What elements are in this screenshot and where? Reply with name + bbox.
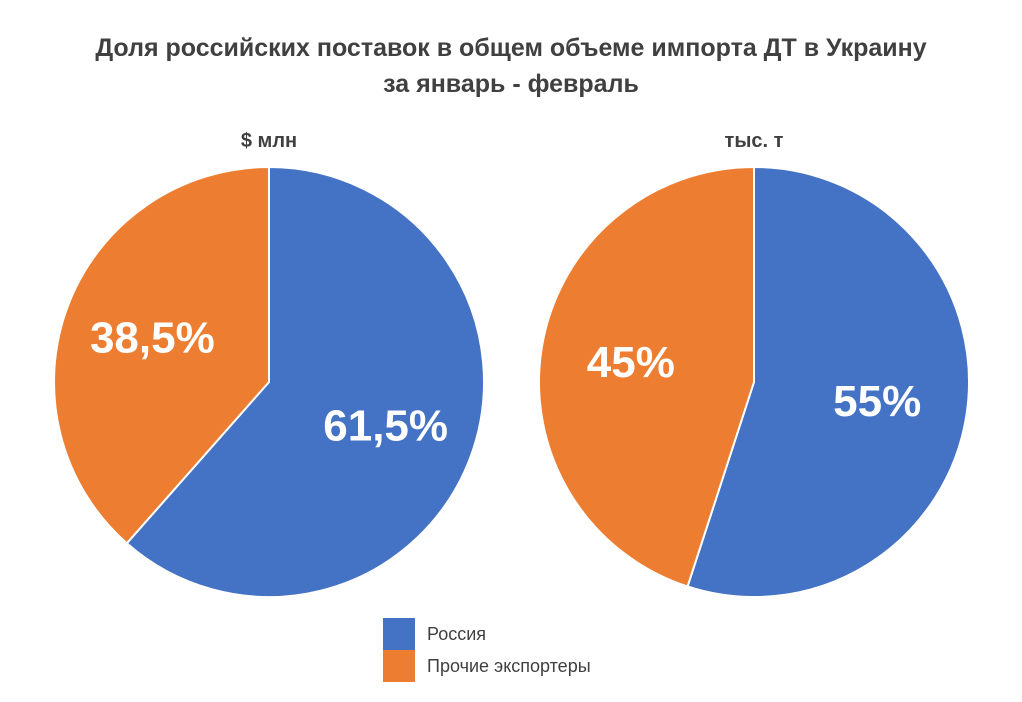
pie-slice-others: [538, 165, 755, 588]
legend-swatch-others: [383, 650, 415, 682]
data-label-others: 45%: [587, 338, 675, 387]
pie-slice-russia: [686, 165, 970, 598]
pie-tonnes-svg: 55% 45%: [538, 165, 970, 598]
legend: Россия Прочие экспортеры: [383, 618, 683, 682]
legend-item-russia: Россия: [383, 618, 683, 650]
legend-label-others: Прочие экспортеры: [427, 655, 591, 676]
pie-usd-svg: 61,5% 38,5%: [53, 165, 485, 598]
data-label-russia: 61,5%: [323, 402, 448, 451]
chart-title-line-2: за январь - февраль: [383, 70, 639, 98]
pie-slice-others: [53, 165, 270, 545]
legend-item-others: Прочие экспортеры: [383, 650, 683, 682]
legend-label-russia: Россия: [427, 623, 487, 644]
pie-chart-usd: $ млн 61,5% 38,5%: [19, 125, 519, 615]
chart-title-line-1: Доля российских поставок в общем объеме …: [95, 34, 927, 62]
data-label-russia: 55%: [833, 377, 921, 426]
legend-swatch-russia: [383, 618, 415, 650]
pie-subtitle-usd: $ млн: [240, 130, 298, 152]
chart-title: Доля российских поставок в общем объеме …: [0, 30, 1022, 102]
pie-subtitle-tonnes: тыс. т: [724, 130, 784, 152]
pie-slice-russia: [125, 165, 485, 598]
pie-chart-tonnes: тыс. т 55% 45%: [504, 125, 1004, 615]
data-label-others: 38,5%: [90, 313, 215, 362]
